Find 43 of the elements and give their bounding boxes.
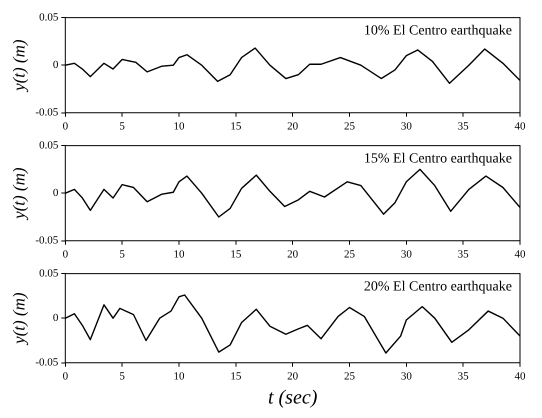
- x-tick-label: 0: [62, 120, 69, 132]
- x-tick-label: 20: [287, 120, 299, 132]
- x-tick-label: 30: [400, 120, 412, 132]
- x-tick-label: 35: [458, 248, 470, 260]
- x-tick-label: 40: [514, 120, 526, 132]
- y-tick-label: -0.05: [35, 356, 59, 369]
- x-tick-label: 15: [230, 370, 242, 382]
- y-tick-label: 0: [52, 312, 59, 324]
- x-tick-label: 35: [458, 370, 470, 382]
- y-axis-title: y(t) (m): [10, 292, 29, 346]
- y-tick-label: -0.05: [35, 234, 59, 247]
- y-tick-label: 0: [52, 187, 59, 200]
- x-tick-label: 40: [514, 248, 526, 260]
- x-tick-label: 5: [119, 120, 126, 132]
- x-tick-label: 30: [400, 248, 412, 260]
- x-tick-label: 0: [62, 248, 69, 260]
- x-tick-label: 40: [514, 370, 526, 382]
- x-tick-label: 25: [344, 370, 356, 382]
- y-axis-title: y(t) (m): [10, 39, 29, 93]
- x-tick-label: 20: [287, 248, 299, 260]
- y-tick-label: -0.05: [35, 106, 59, 119]
- x-tick-label: 15: [230, 248, 242, 260]
- x-tick-label: 10: [173, 370, 185, 382]
- x-tick-label: 5: [119, 248, 126, 260]
- x-tick-label: 25: [344, 120, 356, 132]
- x-tick-label: 25: [344, 248, 356, 260]
- x-tick-label: 35: [458, 120, 470, 132]
- annotation: 10% El Centro earthquake: [364, 23, 512, 38]
- x-tick-label: 5: [119, 370, 126, 382]
- x-axis-title: t (sec): [268, 386, 318, 408]
- annotation: 15% El Centro earthquake: [364, 151, 512, 166]
- annotation: 20% El Centro earthquake: [364, 279, 512, 294]
- x-tick-label: 30: [400, 370, 412, 382]
- y-tick-label: 0.05: [39, 267, 59, 280]
- x-tick-label: 10: [173, 120, 185, 132]
- y-axis-title: y(t) (m): [10, 167, 29, 221]
- x-tick-label: 10: [173, 248, 185, 260]
- y-tick-label: 0.05: [39, 139, 59, 152]
- x-tick-label: 20: [287, 370, 299, 382]
- y-tick-label: 0: [52, 59, 59, 72]
- y-tick-label: 0.05: [39, 11, 59, 24]
- x-tick-label: 15: [230, 120, 242, 132]
- x-tick-label: 0: [62, 370, 69, 382]
